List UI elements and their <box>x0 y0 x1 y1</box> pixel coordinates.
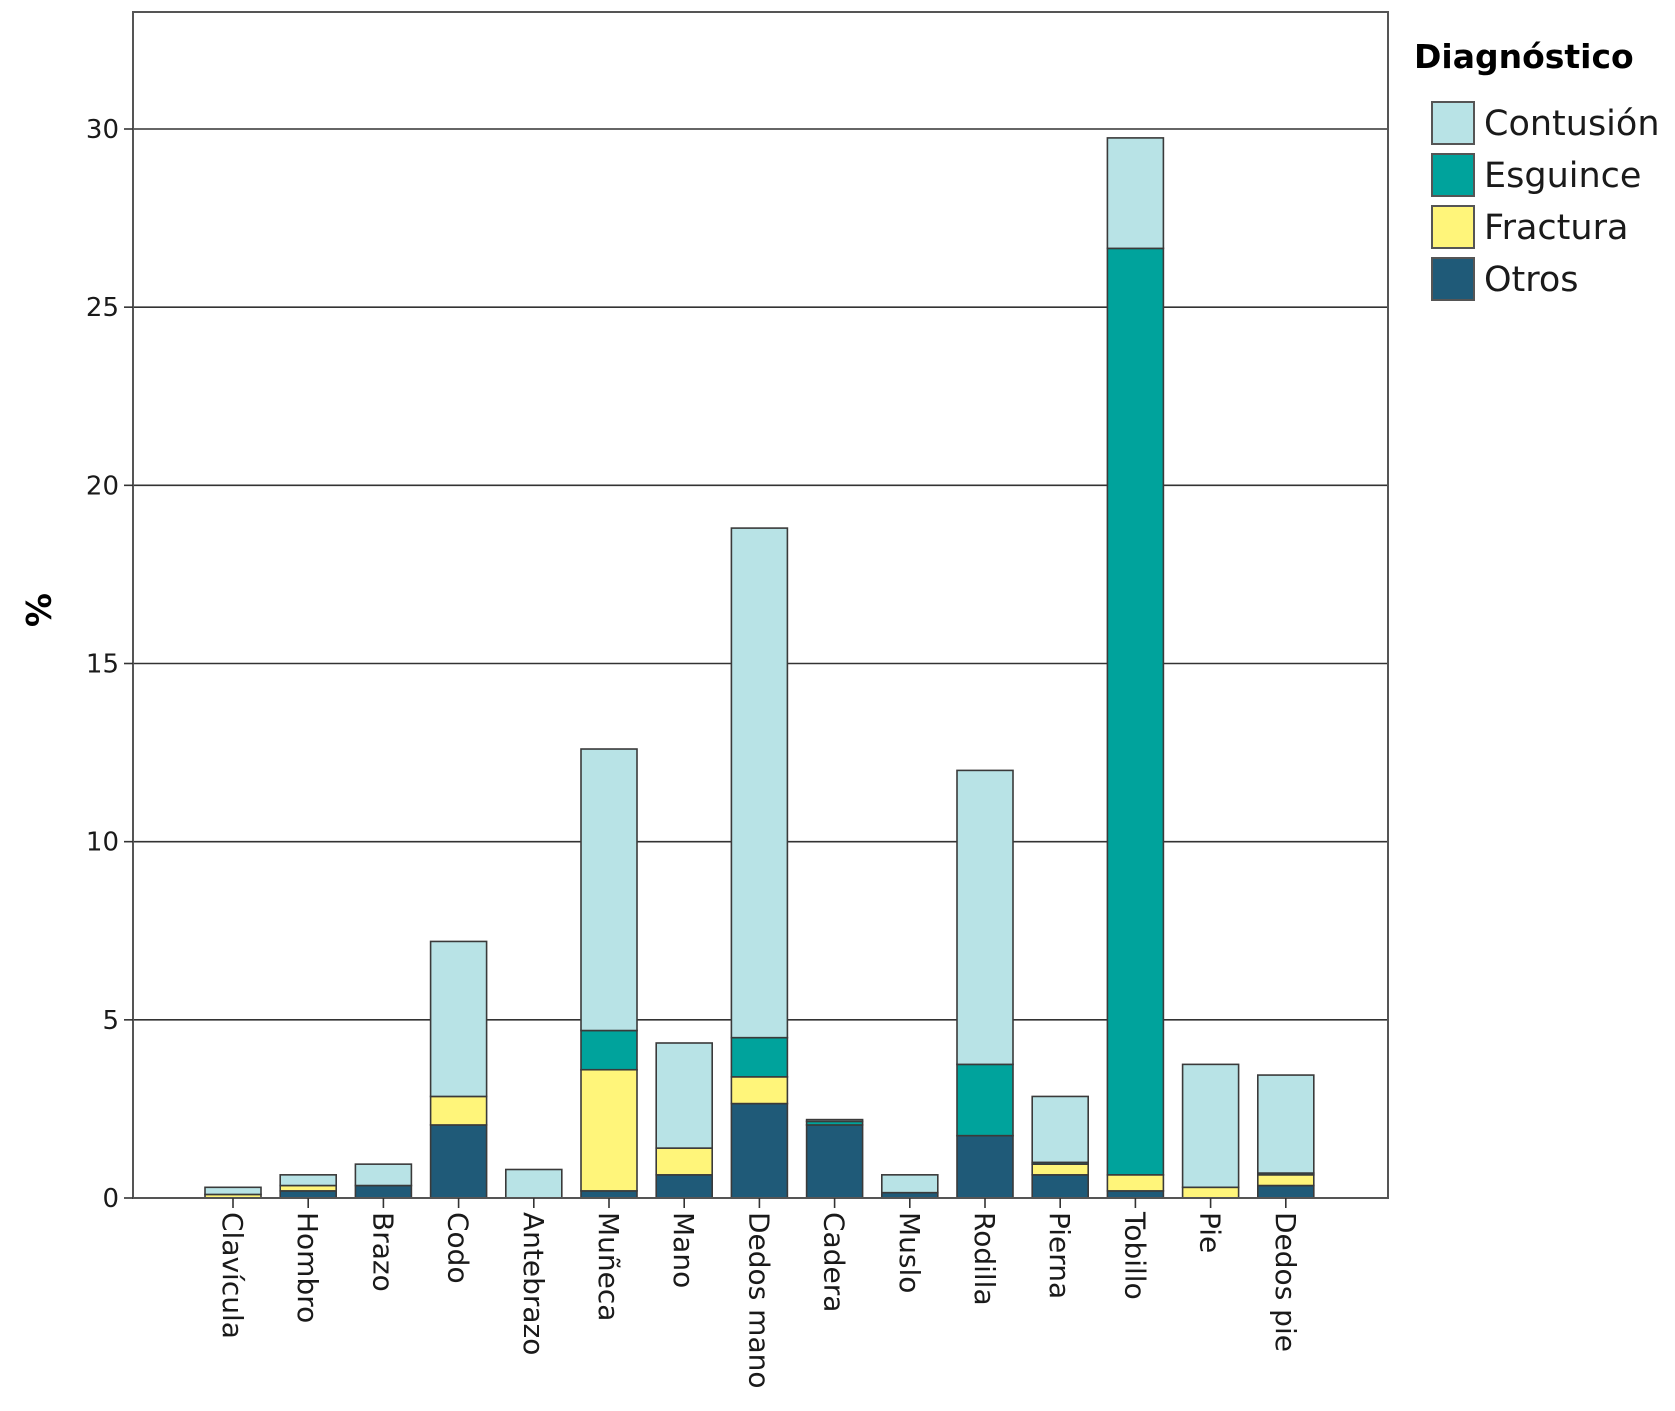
bar-muneca-otros <box>580 1190 638 1199</box>
bar-hombro-otros <box>279 1190 338 1199</box>
bar-rodilla-esguince <box>956 1063 1014 1137</box>
bar-cadera-otros <box>805 1124 864 1199</box>
bar-clavicula-contusion <box>204 1186 262 1196</box>
bar-dedos-mano-fractura <box>730 1076 789 1105</box>
x-tick-label-brazo: Brazo <box>366 1212 399 1292</box>
bar-tobillo-otros <box>1106 1190 1165 1199</box>
bar-dedos-mano-esguince <box>730 1036 789 1078</box>
bar-muslo-contusion <box>880 1174 939 1194</box>
bar-rodilla-otros <box>956 1134 1014 1199</box>
bar-rodilla-contusion <box>956 769 1014 1066</box>
x-tick-label-hombro: Hombro <box>291 1212 324 1323</box>
y-axis-label: % <box>17 593 57 627</box>
bar-dedos-mano-otros <box>730 1102 789 1199</box>
bar-codo-otros <box>429 1124 488 1199</box>
bar-pierna-contusion <box>1031 1095 1089 1164</box>
bar-cadera-contusion <box>805 1118 864 1123</box>
bar-mano-fractura <box>655 1147 714 1176</box>
y-tick-label: 20 <box>86 471 119 501</box>
bar-mano-contusion <box>655 1042 714 1149</box>
y-tick-label: 15 <box>86 650 119 680</box>
legend-swatch-contusion <box>1431 101 1475 145</box>
legend-label-contusion: Contusión <box>1484 104 1660 144</box>
bar-dedos-mano-contusion <box>730 527 789 1039</box>
bar-brazo-contusion <box>354 1163 413 1187</box>
y-tick-label: 25 <box>86 293 119 323</box>
legend-label-fractura: Fractura <box>1484 208 1628 248</box>
bar-codo-contusion <box>429 940 488 1098</box>
x-tick-label-tobillo: Tobillo <box>1118 1211 1151 1300</box>
x-tick-label-rodilla: Rodilla <box>968 1212 1001 1306</box>
legend-label-otros: Otros <box>1484 260 1579 300</box>
x-tick-label-dedos-pie: Dedos pie <box>1269 1212 1302 1352</box>
x-tick-label-cadera: Cadera <box>818 1212 851 1312</box>
bar-muneca-esguince <box>580 1029 638 1071</box>
x-tick-label-codo: Codo <box>442 1212 475 1284</box>
y-tick-label: 10 <box>86 828 119 858</box>
legend-label-esguince: Esguince <box>1484 156 1641 196</box>
bar-muneca-fractura <box>580 1068 638 1192</box>
x-tick-label-muneca: Muñeca <box>592 1212 625 1321</box>
bar-dedos-pie-contusion <box>1257 1074 1315 1174</box>
y-tick-label: 30 <box>86 115 119 145</box>
bar-pierna-otros <box>1031 1174 1089 1199</box>
legend-swatch-fractura <box>1431 205 1475 249</box>
legend-swatch-otros <box>1431 257 1475 301</box>
bar-tobillo-contusion <box>1106 137 1165 250</box>
bar-mano-otros <box>655 1174 714 1199</box>
x-tick-label-pierna: Pierna <box>1043 1212 1076 1299</box>
bar-muneca-contusion <box>580 748 638 1032</box>
x-tick-label-dedos-mano: Dedos mano <box>742 1212 775 1389</box>
bar-codo-fractura <box>429 1095 488 1126</box>
bar-antebrazo-contusion <box>504 1168 563 1199</box>
legend: Diagnóstico Contusión Esguince Fractura Otr… <box>1414 37 1660 301</box>
x-tick-label-muslo: Muslo <box>893 1212 926 1293</box>
x-tick-label-antebrazo: Antebrazo <box>517 1212 550 1355</box>
bar-dedos-pie-otros <box>1257 1184 1315 1199</box>
y-tick-label: 0 <box>102 1184 119 1214</box>
x-tick-label-mano: Mano <box>667 1212 700 1288</box>
bar-tobillo-esguince <box>1106 247 1165 1176</box>
bar-tobillo-fractura <box>1106 1174 1165 1192</box>
bar-hombro-contusion <box>279 1174 338 1187</box>
y-axis: 0 5 10 15 20 25 30 <box>86 115 133 1214</box>
bar-pie-contusion <box>1181 1063 1240 1189</box>
x-tick-label-pie: Pie <box>1194 1212 1227 1253</box>
bars <box>204 137 1315 1199</box>
bar-pierna-fractura <box>1031 1163 1089 1176</box>
legend-title: Diagnóstico <box>1414 37 1634 76</box>
plot-frame <box>132 11 1389 1199</box>
bar-hombro-fractura <box>279 1184 338 1192</box>
y-tick-label: 5 <box>102 1006 119 1036</box>
bar-dedos-pie-fractura <box>1257 1174 1315 1187</box>
bar-brazo-otros <box>354 1184 413 1199</box>
bar-pie-fractura <box>1181 1186 1240 1199</box>
x-tick-label-clavicula: Clavícula <box>216 1212 249 1339</box>
legend-swatch-esguince <box>1431 153 1475 197</box>
x-axis: Clavícula Hombro Brazo Codo Antebrazo Muñeca M… <box>216 1198 1302 1389</box>
